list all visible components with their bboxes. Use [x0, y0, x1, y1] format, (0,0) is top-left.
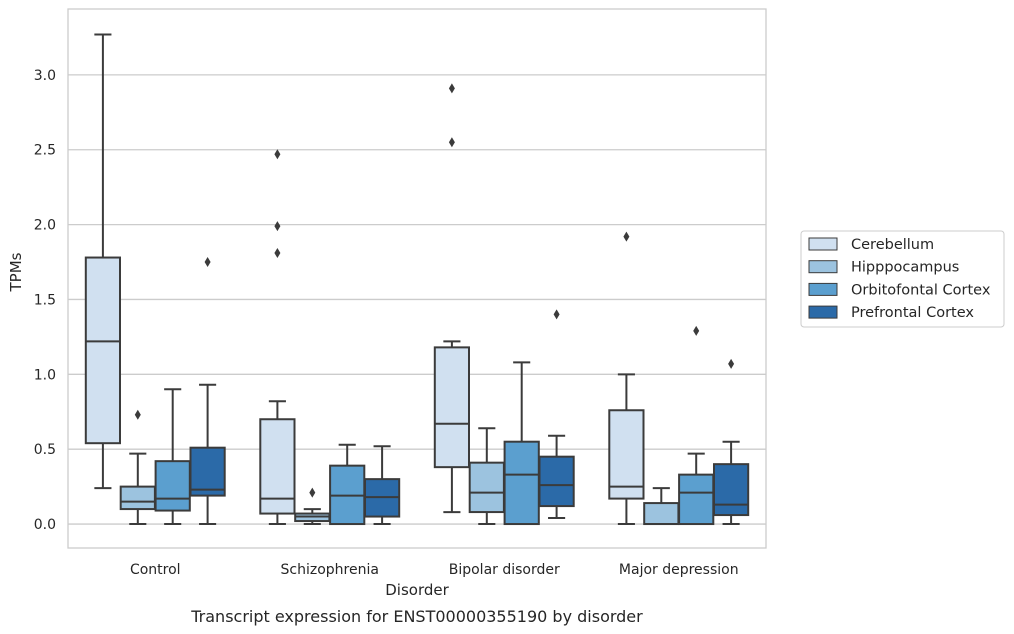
- outlier-point: [274, 248, 281, 259]
- y-tick-label: 1.0: [34, 367, 56, 383]
- y-tick-label: 2.5: [34, 143, 56, 159]
- box-2-1: [468, 427, 505, 526]
- box-body: [119, 485, 156, 511]
- legend: Cerebellum Hipppocampus Orbitofontal Corte…: [800, 230, 1005, 328]
- box-2-2: [503, 361, 540, 526]
- legend-swatch: [808, 282, 838, 296]
- box-1-3: [363, 445, 401, 526]
- legend-label: Orbitofontal Cortex: [851, 282, 991, 298]
- y-tick-label: 1.5: [34, 292, 56, 308]
- legend-frame: [800, 230, 1005, 328]
- box-body: [468, 461, 505, 514]
- box-body: [433, 346, 471, 469]
- box-body: [503, 440, 540, 526]
- outlier-point: [623, 231, 630, 242]
- x-axis-title: Disorder: [385, 581, 449, 599]
- box-1-1: [294, 487, 331, 526]
- legend-label: Cerebellum: [851, 237, 934, 253]
- x-axis-ticks: Control Schizophrenia Bipolar disorder Majo…: [130, 562, 739, 578]
- box-body: [643, 502, 680, 526]
- outlier-point: [134, 409, 141, 420]
- box-body: [154, 460, 191, 512]
- y-tick-label: 0.5: [34, 442, 56, 458]
- box-3-1: [643, 487, 680, 526]
- boxes-layer: [84, 33, 750, 526]
- x-tick-label: Schizophrenia: [281, 562, 379, 578]
- outlier-point: [553, 309, 560, 320]
- box-2-0: [433, 83, 471, 514]
- gridlines: [68, 74, 766, 525]
- outlier-point: [448, 137, 455, 148]
- y-tick-label: 3.0: [34, 68, 56, 84]
- box-3-0: [608, 231, 645, 526]
- box-2-3: [538, 309, 575, 520]
- chart-caption: Transcript expression for ENST0000035519…: [190, 607, 643, 626]
- outlier-point: [204, 257, 211, 268]
- box-body: [538, 455, 575, 508]
- y-axis-title: TPMs: [7, 252, 25, 292]
- box-3-3: [712, 358, 750, 526]
- y-tick-label: 0.0: [34, 517, 56, 533]
- box-body: [608, 409, 645, 500]
- outlier-point: [309, 487, 316, 498]
- plot-area-frame: [67, 8, 767, 549]
- y-tick-label: 2.0: [34, 218, 56, 234]
- box-body: [189, 446, 226, 497]
- y-axis-ticks: 0.0 0.5 1.0 1.5 2.0 2.5 3.0: [34, 68, 56, 533]
- outlier-point: [448, 83, 455, 94]
- legend-label: Hipppocampus: [851, 260, 959, 276]
- legend-swatch: [808, 305, 838, 319]
- box-body: [712, 463, 750, 517]
- box-0-1: [119, 409, 156, 526]
- box-body: [84, 256, 122, 445]
- box-body: [678, 473, 715, 526]
- box-1-0: [259, 149, 296, 526]
- outlier-point: [693, 325, 700, 336]
- x-tick-label: Major depression: [619, 562, 739, 578]
- box-3-2: [678, 325, 715, 526]
- legend-label: Prefrontal Cortex: [851, 305, 974, 321]
- box-0-3: [189, 257, 226, 526]
- box-0-2: [154, 388, 191, 526]
- outlier-point: [274, 149, 281, 160]
- outlier-point: [274, 221, 281, 232]
- x-tick-label: Bipolar disorder: [449, 562, 560, 578]
- x-tick-label: Control: [130, 562, 181, 578]
- legend-swatch: [808, 237, 838, 251]
- box-0-0: [84, 33, 122, 490]
- box-1-2: [329, 443, 366, 526]
- legend-swatch: [808, 260, 838, 274]
- outlier-point: [728, 358, 735, 369]
